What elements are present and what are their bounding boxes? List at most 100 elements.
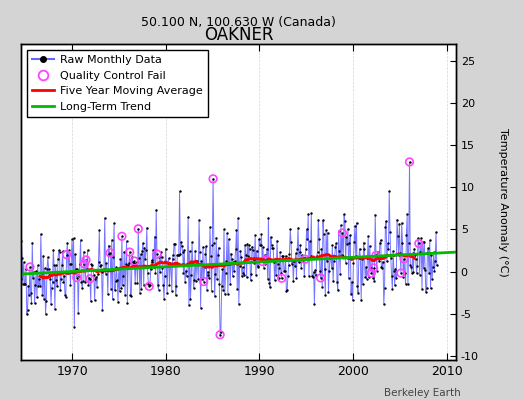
Point	[34, 262, 42, 268]
Point	[124, 262, 133, 268]
Point	[71, 251, 79, 257]
Point	[242, 252, 250, 258]
Point	[261, 261, 269, 268]
Point	[107, 237, 116, 243]
Point	[333, 279, 341, 285]
Point	[359, 240, 368, 246]
Point	[93, 284, 101, 290]
Point	[241, 242, 249, 248]
Point	[266, 284, 274, 290]
Point	[153, 251, 161, 257]
Point	[405, 159, 413, 165]
Point	[13, 260, 21, 267]
Point	[302, 246, 310, 252]
Point	[321, 292, 330, 298]
Point	[187, 272, 195, 279]
Point	[356, 254, 365, 261]
Point	[232, 246, 240, 252]
Point	[147, 257, 156, 264]
Point	[179, 249, 187, 255]
Point	[179, 269, 188, 276]
Point	[278, 275, 286, 282]
Point	[240, 272, 248, 278]
Point	[238, 264, 247, 270]
Point	[389, 248, 397, 254]
Point	[377, 264, 386, 270]
Point	[119, 272, 128, 279]
Point	[238, 273, 246, 279]
Point	[296, 248, 304, 255]
Point	[264, 214, 272, 221]
Point	[209, 176, 217, 182]
Point	[274, 261, 282, 268]
Point	[181, 279, 189, 285]
Point	[178, 243, 186, 249]
Point	[212, 234, 221, 241]
Point	[332, 240, 341, 246]
Point	[406, 262, 414, 268]
Point	[59, 248, 67, 254]
Point	[127, 293, 135, 300]
Point	[301, 256, 309, 262]
Point	[84, 282, 93, 289]
Point	[19, 281, 27, 287]
Point	[28, 240, 37, 246]
Point	[72, 266, 80, 273]
Point	[349, 260, 357, 266]
Point	[134, 226, 143, 232]
Point	[255, 236, 263, 242]
Point	[52, 277, 61, 284]
Point	[363, 255, 372, 261]
Point	[165, 255, 173, 262]
Point	[56, 286, 64, 293]
Point	[156, 268, 165, 275]
Point	[325, 268, 333, 274]
Point	[157, 249, 165, 255]
Point	[24, 307, 32, 313]
Point	[86, 276, 94, 282]
Point	[118, 233, 126, 240]
Point	[416, 271, 424, 278]
Point	[294, 224, 302, 231]
Point	[247, 271, 256, 278]
Point	[355, 246, 364, 252]
Point	[72, 274, 81, 281]
Point	[96, 261, 105, 268]
Point	[330, 258, 338, 264]
Point	[380, 284, 389, 291]
Point	[397, 270, 405, 276]
Point	[328, 242, 336, 248]
Point	[130, 258, 138, 264]
Point	[275, 275, 283, 282]
Point	[387, 272, 396, 279]
Point	[335, 248, 344, 254]
Point	[89, 267, 97, 274]
Point	[236, 248, 245, 254]
Legend: Raw Monthly Data, Quality Control Fail, Five Year Moving Average, Long-Term Tren: Raw Monthly Data, Quality Control Fail, …	[27, 50, 208, 117]
Point	[265, 280, 274, 286]
Point	[285, 262, 293, 268]
Point	[16, 276, 25, 282]
Point	[134, 226, 143, 232]
Point	[411, 252, 419, 258]
Point	[204, 272, 213, 278]
Point	[91, 297, 99, 303]
Point	[323, 229, 332, 236]
Point	[86, 298, 95, 304]
Point	[211, 293, 219, 300]
Title: OAKNER: OAKNER	[204, 26, 273, 44]
Point	[278, 275, 286, 282]
Point	[326, 255, 334, 262]
Point	[414, 235, 422, 241]
Point	[222, 258, 231, 264]
Point	[408, 269, 416, 276]
Point	[196, 304, 205, 311]
Point	[360, 246, 368, 252]
Point	[300, 273, 309, 279]
Point	[323, 258, 331, 264]
Point	[41, 311, 50, 317]
Point	[243, 274, 251, 280]
Point	[31, 282, 40, 288]
Point	[405, 240, 413, 246]
Point	[283, 287, 291, 294]
